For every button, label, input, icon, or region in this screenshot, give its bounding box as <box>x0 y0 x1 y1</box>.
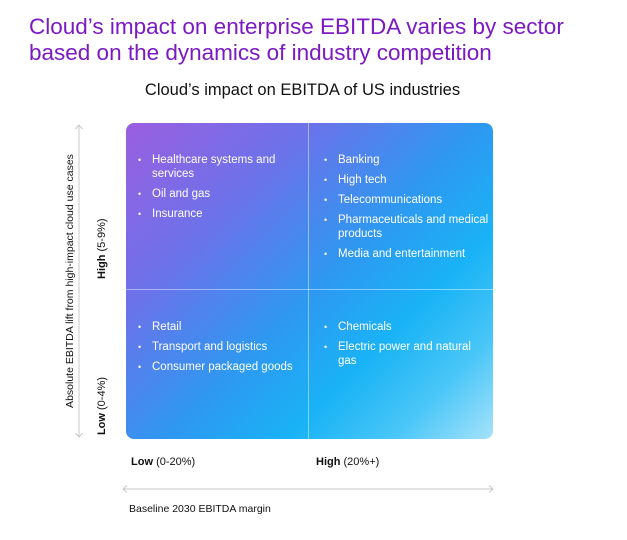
quadrant-matrix: Healthcare systems and services Oil and … <box>126 123 493 439</box>
quadrant-top-left: Healthcare systems and services Oil and … <box>138 153 303 227</box>
quadrant-bottom-right: Chemicals Electric power and natural gas <box>324 320 489 374</box>
x-tick-high: High (20%+) <box>316 456 379 468</box>
list-item: Pharmaceuticals and medical products <box>324 213 489 241</box>
x-arrow-head-left <box>122 485 128 493</box>
x-tick-low-range: (0-20%) <box>156 456 196 468</box>
y-tick-high: High (5-9%) <box>96 218 108 279</box>
headline-line-2: based on the dynamics of industry compet… <box>29 40 492 65</box>
vertical-divider <box>308 123 309 439</box>
x-tick-high-range: (20%+) <box>343 456 380 468</box>
chart-title-text: Cloud’s impact on EBITDA of US industrie… <box>144 81 461 99</box>
x-tick-low: Low (0-20%) <box>131 456 195 468</box>
x-tick-low-level: Low <box>131 456 153 468</box>
quadrant-bottom-right-list: Chemicals Electric power and natural gas <box>324 320 489 368</box>
y-axis-label: Absolute EBITDA lift from high-impact cl… <box>64 154 76 408</box>
x-tick-high-level: High <box>316 456 341 468</box>
list-item: Media and entertainment <box>324 247 489 261</box>
y-tick-low: Low (0-4%) <box>96 376 108 436</box>
chart-title: Cloud’s impact on EBITDA of US industrie… <box>0 81 627 100</box>
list-item: Oil and gas <box>138 187 303 201</box>
list-item: Insurance <box>138 207 303 221</box>
y-tick-low-level: Low <box>96 413 108 436</box>
list-item: Chemicals <box>324 320 489 334</box>
y-tick-low-range: (0-4%) <box>96 376 108 410</box>
list-item: Healthcare systems and services <box>138 153 303 181</box>
x-arrow-head-right <box>488 485 494 493</box>
y-tick-high-range: (5-9%) <box>96 218 108 252</box>
list-item: Electric power and natural gas <box>324 340 489 368</box>
headline-line-1: Cloud’s impact on enterprise EBITDA vari… <box>29 14 564 39</box>
list-item: Telecommunications <box>324 193 489 207</box>
y-arrow-head-bottom <box>75 432 83 438</box>
quadrant-bottom-left-list: Retail Transport and logistics Consumer … <box>138 320 308 374</box>
headline: Cloud’s impact on enterprise EBITDA vari… <box>29 14 619 66</box>
x-axis-label: Baseline 2030 EBITDA margin <box>129 503 271 515</box>
horizontal-divider <box>126 289 493 290</box>
list-item: High tech <box>324 173 489 187</box>
quadrant-bottom-left: Retail Transport and logistics Consumer … <box>138 320 308 380</box>
list-item: Consumer packaged goods <box>138 360 308 374</box>
quadrant-top-right-list: Banking High tech Telecommunications Pha… <box>324 153 489 261</box>
list-item: Retail <box>138 320 308 334</box>
y-arrow-head-top <box>75 124 83 130</box>
list-item: Transport and logistics <box>138 340 308 354</box>
y-tick-high-level: High <box>96 254 108 279</box>
quadrant-top-right: Banking High tech Telecommunications Pha… <box>324 153 489 267</box>
list-item: Banking <box>324 153 489 167</box>
quadrant-top-left-list: Healthcare systems and services Oil and … <box>138 153 303 221</box>
